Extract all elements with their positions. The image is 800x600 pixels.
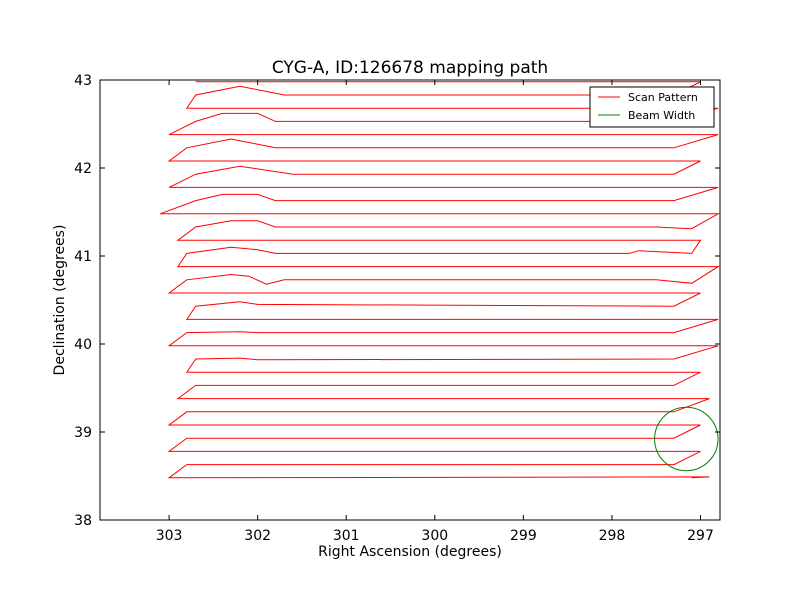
x-tick-label: 298 xyxy=(599,528,626,544)
x-tick-label: 301 xyxy=(333,528,360,544)
x-tick-label: 297 xyxy=(687,528,714,544)
beam-width-circle xyxy=(654,406,719,472)
plot-area xyxy=(100,80,720,520)
legend-label-beam-width: Beam Width xyxy=(628,109,695,122)
x-axis-label: Right Ascension (degrees) xyxy=(318,544,502,560)
legend-label-scan-pattern: Scan Pattern xyxy=(628,91,698,104)
y-tick-label: 42 xyxy=(74,161,92,177)
x-tick-label: 300 xyxy=(421,528,448,544)
series-layer xyxy=(160,81,720,479)
y-tick-label: 40 xyxy=(74,337,92,353)
y-tick-label: 39 xyxy=(74,425,92,441)
y-axis: 38 39 40 41 42 43 xyxy=(74,73,720,529)
x-tick-label: 303 xyxy=(156,528,183,544)
y-tick-label: 43 xyxy=(74,73,92,89)
chart-title: CYG-A, ID:126678 mapping path xyxy=(272,58,548,78)
x-axis: 303 302 301 300 299 298 297 xyxy=(156,80,714,544)
plot-frame xyxy=(99,79,721,521)
legend: Scan Pattern Beam Width xyxy=(589,86,715,128)
x-tick-label: 302 xyxy=(244,528,271,544)
scan-pattern-line xyxy=(160,81,720,479)
legend-box xyxy=(589,86,715,128)
y-axis-label: Declination (degrees) xyxy=(52,225,68,376)
x-tick-label: 299 xyxy=(510,528,537,544)
y-tick-label: 38 xyxy=(74,513,92,529)
y-tick-label: 41 xyxy=(74,249,92,265)
